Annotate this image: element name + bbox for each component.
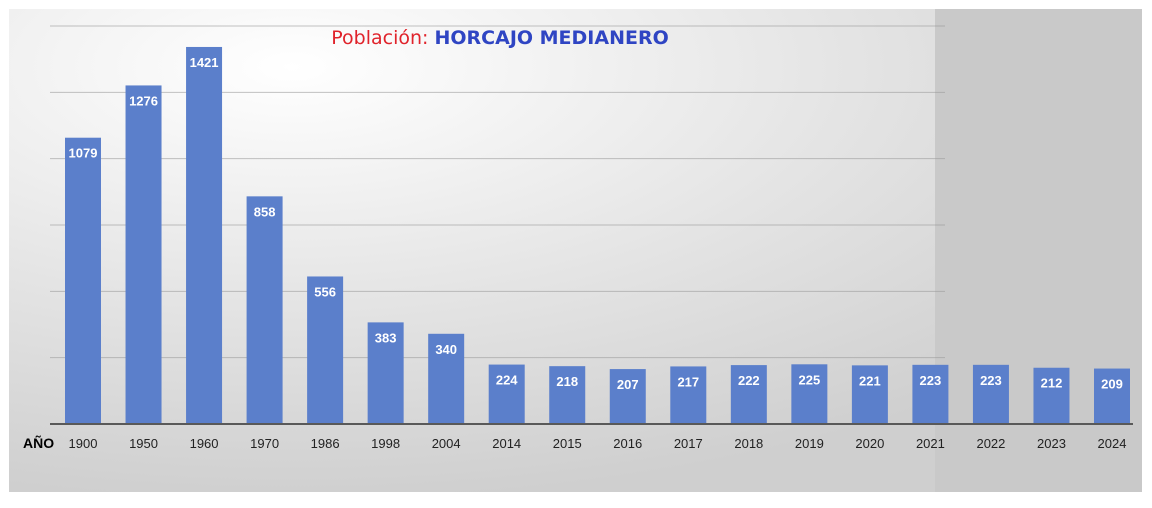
x-tick-2014: 2014 — [492, 436, 521, 451]
x-tick-labels: 1900 1950 1960 1970 1986 1998 2004 2014 2015 2016… — [69, 436, 1127, 451]
bar-2023 — [1033, 367, 1070, 424]
bar-1960 — [186, 46, 223, 424]
x-tick-1986: 1986 — [311, 436, 340, 451]
x-tick-2023: 2023 — [1037, 436, 1066, 451]
x-tick-2004: 2004 — [432, 436, 461, 451]
data-label-2015: 218 — [556, 374, 578, 389]
x-tick-2021: 2021 — [916, 436, 945, 451]
x-tick-2016: 2016 — [613, 436, 642, 451]
data-label-2020: 221 — [859, 373, 881, 388]
x-tick-2022: 2022 — [976, 436, 1005, 451]
x-tick-1970: 1970 — [250, 436, 279, 451]
bar-1950 — [125, 85, 162, 425]
x-tick-1998: 1998 — [371, 436, 400, 451]
chart-title-name: HORCAJO MEDIANERO — [434, 27, 669, 49]
data-label-1998: 383 — [375, 330, 397, 345]
data-label-2014: 224 — [496, 373, 518, 388]
bar-2021 — [912, 364, 949, 424]
bar-2018 — [730, 365, 767, 424]
data-label-2023: 212 — [1041, 376, 1063, 391]
x-tick-2024: 2024 — [1098, 436, 1127, 451]
data-label-2016: 207 — [617, 377, 639, 392]
chart-title: Población: HORCAJO MEDIANERO — [0, 27, 1000, 49]
bar-1998 — [367, 322, 404, 424]
data-label-2021: 223 — [920, 373, 942, 388]
bar-2015 — [549, 366, 586, 424]
x-tick-1950: 1950 — [129, 436, 158, 451]
bar-2016 — [609, 369, 646, 424]
x-tick-2018: 2018 — [734, 436, 763, 451]
chart-title-prefix: Población: — [331, 27, 429, 49]
x-tick-1900: 1900 — [69, 436, 98, 451]
bar-2004 — [428, 333, 465, 424]
data-label-2022: 223 — [980, 373, 1002, 388]
data-label-1950: 1276 — [129, 93, 158, 108]
data-label-2024: 209 — [1101, 377, 1123, 392]
data-label-2004: 340 — [435, 342, 457, 357]
data-label-2017: 217 — [677, 374, 699, 389]
data-label-1960: 1421 — [190, 55, 219, 70]
bar-1970 — [246, 196, 283, 424]
data-label-2018: 222 — [738, 373, 760, 388]
x-tick-2019: 2019 — [795, 436, 824, 451]
bar-2017 — [670, 366, 707, 424]
bar-2022 — [972, 364, 1009, 424]
bars: 1079 1276 1421 858 556 383 340 224 218 207 217 222 2… — [65, 46, 1130, 425]
bar-2014 — [488, 364, 525, 424]
bar-2024 — [1094, 368, 1130, 424]
bar-2019 — [791, 364, 828, 424]
bar-1900 — [65, 137, 101, 425]
x-tick-2020: 2020 — [855, 436, 884, 451]
data-label-1900: 1079 — [69, 146, 98, 161]
x-axis-label: AÑO — [23, 434, 54, 451]
data-label-2019: 225 — [799, 372, 821, 387]
x-tick-2015: 2015 — [553, 436, 582, 451]
x-tick-2017: 2017 — [674, 436, 703, 451]
bar-2020 — [851, 365, 888, 424]
bar-1986 — [307, 276, 344, 424]
x-tick-1960: 1960 — [190, 436, 219, 451]
data-label-1970: 858 — [254, 204, 276, 219]
data-label-1986: 556 — [314, 284, 336, 299]
